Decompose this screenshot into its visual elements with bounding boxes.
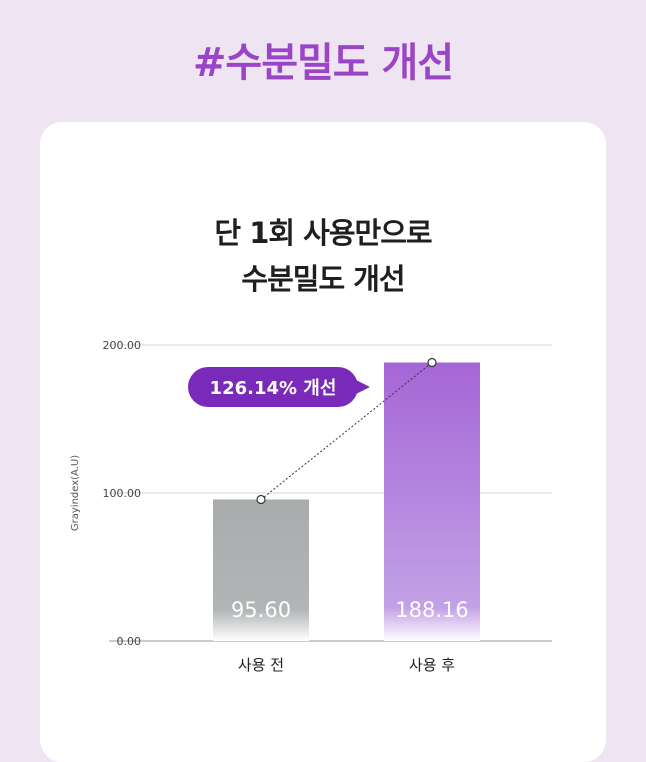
y-tick-label-200: 200.00 bbox=[103, 339, 142, 352]
y-tick-label-0: 0.00 bbox=[117, 635, 142, 648]
y-axis-title: Grayindex(A.U) bbox=[70, 455, 81, 531]
bar-value-after: 188.16 bbox=[395, 598, 468, 622]
bar-after bbox=[384, 362, 480, 641]
y-tick-label-100: 100.00 bbox=[103, 487, 142, 500]
bar-value-before: 95.60 bbox=[231, 598, 291, 622]
chart-card: 단 1회 사용만으로 수분밀도 개선 200.00 100.00 0.00 Gr… bbox=[40, 122, 606, 762]
callout-label: 126.14% 개선 bbox=[210, 378, 337, 399]
category-label-after: 사용 후 bbox=[409, 656, 455, 674]
callout-pointer bbox=[354, 379, 370, 395]
callout-bubble bbox=[188, 367, 358, 407]
bar-before bbox=[213, 499, 309, 641]
card-headline-line2: 수분밀도 개선 bbox=[241, 262, 405, 296]
page-title: #수분밀도 개선 bbox=[192, 40, 454, 86]
improvement-callout: 126.14% 개선 bbox=[188, 367, 370, 407]
trend-dotted-line bbox=[260, 362, 433, 500]
trend-point-before bbox=[256, 494, 266, 505]
card-headline-line1: 단 1회 사용만으로 bbox=[214, 216, 432, 250]
trend-point-after bbox=[427, 357, 437, 368]
bar-chart: 200.00 100.00 0.00 Grayindex(A.U) 95.60 … bbox=[70, 339, 552, 674]
category-label-before: 사용 전 bbox=[238, 656, 284, 674]
